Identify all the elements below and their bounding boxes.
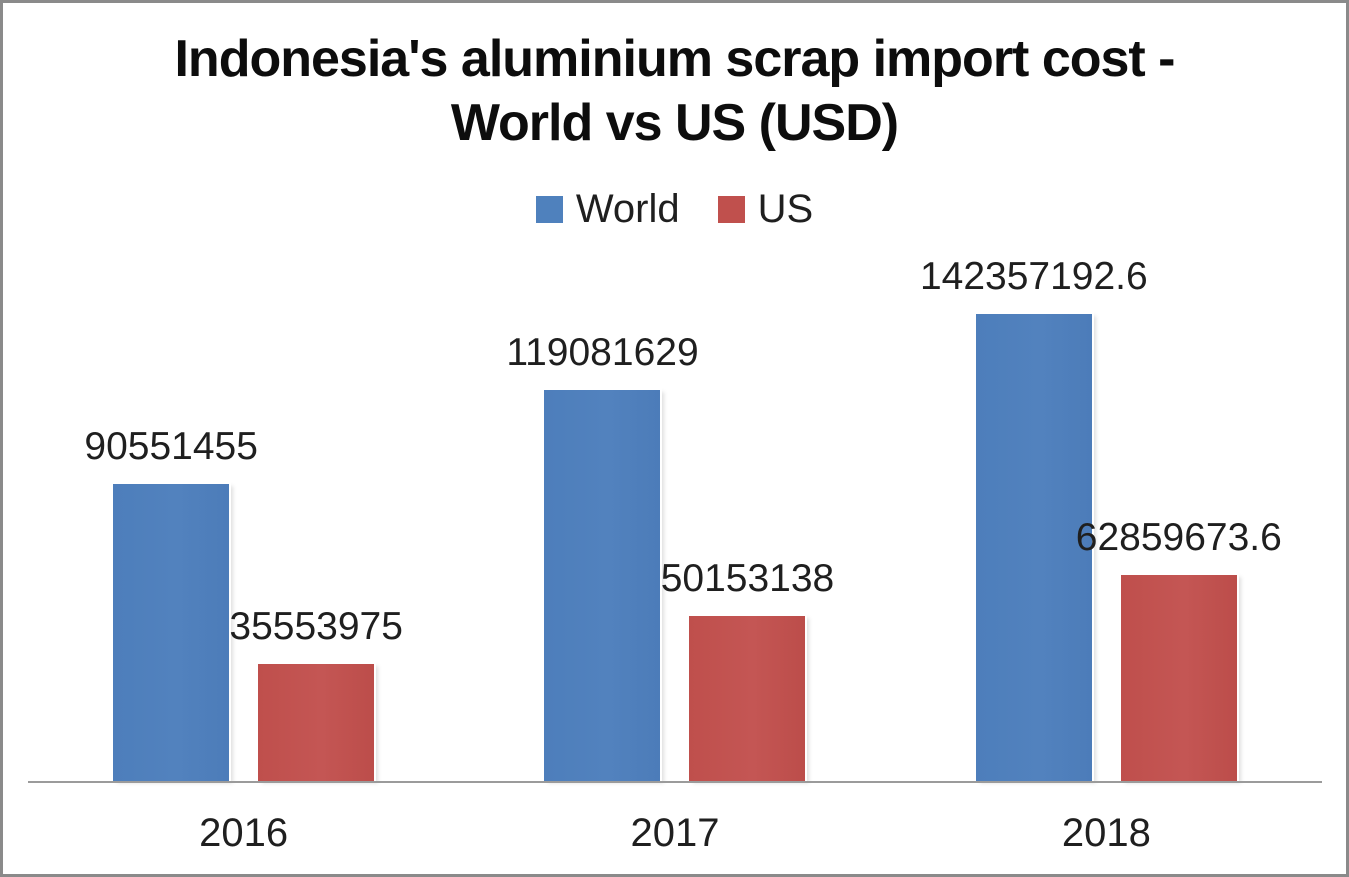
x-axis-label-2017: 2017 [630, 811, 720, 855]
data-label-us-2016: 35553975 [229, 605, 403, 648]
x-axis-line [28, 781, 1322, 783]
data-label-us-2018: 62859673.6 [1075, 516, 1282, 559]
legend: World US [3, 187, 1346, 232]
bar-group-2018: 142357192.6 62859673.6 [891, 255, 1322, 783]
bar-group-2016: 90551455 35553975 [28, 314, 459, 783]
world-bar-2016: 90551455 [84, 425, 258, 783]
us-bar-2016: 35553975 [229, 605, 403, 783]
data-label-world-2016: 90551455 [84, 425, 258, 468]
plot-area: 90551455 35553975 119081629 50153138 1423571… [28, 255, 1322, 783]
bar-group-2017: 119081629 50153138 [459, 314, 890, 783]
chart-title: Indonesia's aluminium scrap import cost … [3, 27, 1346, 155]
world-bar-2017: 119081629 [506, 331, 699, 783]
legend-label: US [757, 187, 814, 231]
legend-item-world: World [535, 187, 680, 232]
legend-swatch-icon [717, 196, 745, 223]
data-label-us-2017: 50153138 [660, 557, 835, 600]
world-bar-2018: 142357192.6 [920, 255, 1148, 783]
x-axis-label-2018: 2018 [1061, 811, 1151, 855]
us-bar-2017: 50153138 [661, 557, 834, 783]
chart-title-line-1: Indonesia's aluminium scrap import cost … [174, 30, 1175, 88]
x-axis-labels: 2016 2017 2018 [28, 811, 1322, 856]
chart-title-line-2: World vs US (USD) [450, 94, 899, 152]
data-label-world-2017: 119081629 [506, 331, 699, 374]
legend-swatch-icon [535, 196, 563, 223]
legend-item-us: US [717, 187, 814, 232]
data-label-world-2018: 142357192.6 [919, 255, 1148, 298]
us-bar-2018: 62859673.6 [1076, 516, 1282, 783]
x-axis-label-2016: 2016 [199, 811, 289, 855]
legend-label: World [575, 187, 680, 231]
